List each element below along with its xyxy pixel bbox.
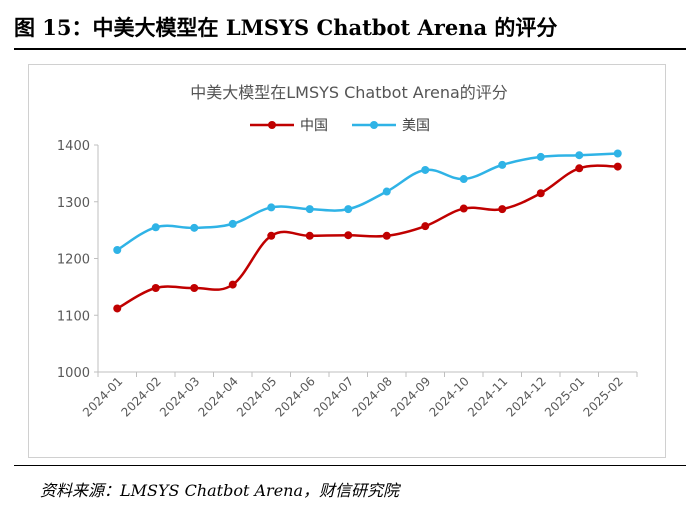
x-tick-label: 2024-11 bbox=[465, 374, 510, 419]
y-tick-label: 1200 bbox=[57, 253, 90, 268]
y-tick-label: 1300 bbox=[57, 196, 90, 211]
data-point bbox=[151, 223, 160, 232]
data-point bbox=[382, 187, 391, 196]
data-point bbox=[613, 162, 622, 171]
legend-label: 中国 bbox=[300, 118, 328, 134]
data-point bbox=[190, 284, 199, 293]
legend-swatch-marker bbox=[370, 121, 378, 129]
data-point bbox=[228, 219, 237, 228]
y-tick-label: 1400 bbox=[57, 139, 90, 154]
data-point bbox=[459, 204, 468, 213]
data-point bbox=[536, 152, 545, 161]
y-tick-label: 1000 bbox=[57, 366, 90, 381]
legend-swatch-marker bbox=[268, 121, 276, 129]
x-tick-label: 2024-08 bbox=[350, 374, 395, 419]
data-point bbox=[267, 203, 276, 212]
x-tick-label: 2024-05 bbox=[234, 374, 279, 419]
series-line-china bbox=[116, 164, 618, 310]
data-point bbox=[498, 160, 507, 169]
data-point bbox=[382, 231, 391, 240]
legend-label: 美国 bbox=[402, 118, 430, 134]
source-rule bbox=[14, 465, 686, 466]
x-tick-label: 2024-02 bbox=[119, 374, 164, 419]
data-point bbox=[421, 222, 430, 231]
data-point bbox=[151, 284, 160, 293]
data-point bbox=[344, 231, 353, 240]
axes: 100011001200130014002024-012024-022024-0… bbox=[57, 139, 638, 420]
y-tick-label: 1100 bbox=[57, 309, 90, 324]
series-group bbox=[113, 149, 622, 313]
data-point bbox=[459, 175, 468, 184]
x-tick-label: 2024-03 bbox=[157, 374, 202, 419]
x-tick-label: 2025-02 bbox=[581, 374, 626, 419]
x-tick-label: 2024-12 bbox=[504, 374, 549, 419]
x-tick-label: 2024-09 bbox=[388, 374, 433, 419]
chart-frame bbox=[28, 64, 666, 458]
data-point bbox=[305, 205, 314, 214]
data-point bbox=[575, 151, 584, 160]
x-tick-label: 2024-07 bbox=[311, 374, 356, 419]
data-point bbox=[113, 304, 122, 313]
data-point bbox=[305, 231, 314, 240]
title-rule bbox=[14, 48, 686, 50]
chart-title: 中美大模型在LMSYS Chatbot Arena的评分 bbox=[190, 83, 508, 102]
figure-title: 图 15：中美大模型在 LMSYS Chatbot Arena 的评分 bbox=[14, 15, 558, 40]
legend: 中国 美国 bbox=[250, 118, 430, 134]
data-point bbox=[613, 149, 622, 158]
x-tick-label: 2025-01 bbox=[542, 374, 587, 419]
data-point bbox=[536, 189, 545, 198]
x-tick-label: 2024-01 bbox=[80, 374, 125, 419]
data-point bbox=[344, 205, 353, 214]
data-point bbox=[267, 231, 276, 240]
data-point bbox=[190, 223, 199, 232]
data-point bbox=[498, 205, 507, 214]
x-tick-label: 2024-06 bbox=[273, 374, 318, 419]
x-tick-label: 2024-10 bbox=[427, 374, 472, 419]
data-point bbox=[113, 245, 122, 254]
data-point bbox=[421, 165, 430, 174]
source-note: 资料来源：LMSYS Chatbot Arena，财信研究院 bbox=[40, 481, 400, 500]
data-point bbox=[228, 280, 237, 289]
data-point bbox=[575, 164, 584, 173]
x-tick-label: 2024-04 bbox=[196, 374, 241, 419]
